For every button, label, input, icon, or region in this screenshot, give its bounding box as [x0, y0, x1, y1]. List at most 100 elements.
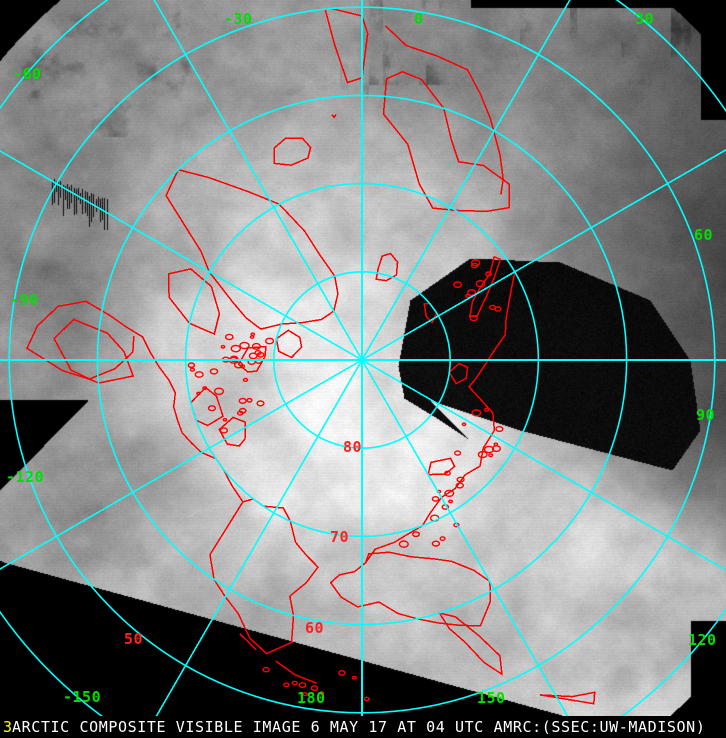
parallel-circle: [8, 6, 716, 714]
island-outline: [202, 386, 208, 391]
island-outline: [461, 422, 467, 427]
island-outline: [238, 407, 247, 414]
coastline-path: [218, 416, 246, 447]
island-outline: [439, 536, 446, 541]
meridian-line: [361, 359, 569, 716]
island-outline: [255, 358, 263, 365]
island-outline: [456, 476, 465, 483]
coastline-path: [167, 268, 221, 336]
coastline-path: [364, 271, 516, 564]
coastline-path: [331, 113, 337, 119]
island-outline: [213, 387, 225, 396]
island-outline: [291, 680, 298, 686]
island-outline: [242, 377, 249, 382]
island-outline: [488, 453, 494, 458]
island-outline: [469, 315, 478, 322]
coastline-path: [275, 329, 303, 359]
coastline-path: [384, 25, 504, 195]
graticule-layer: [0, 0, 726, 716]
island-outline: [454, 450, 462, 456]
caption-index: 3: [3, 718, 13, 736]
island-outline: [262, 666, 270, 673]
island-outline: [495, 425, 504, 433]
island-outline: [471, 259, 481, 267]
island-outline: [398, 540, 409, 548]
parallel-circle: [272, 270, 451, 449]
coastline-path: [427, 457, 456, 476]
island-outline: [453, 281, 463, 288]
island-outline: [239, 341, 250, 350]
island-outline: [412, 531, 421, 538]
coastline-path: [329, 551, 492, 627]
coastline-path: [437, 611, 503, 676]
island-outline: [351, 675, 357, 680]
island-outline: [251, 342, 262, 350]
island-outline: [187, 362, 196, 369]
island-outline: [485, 271, 493, 277]
island-outline: [229, 355, 239, 363]
coastline-path: [165, 168, 339, 330]
parallel-circle: [96, 94, 628, 626]
island-outline: [224, 333, 234, 341]
island-outline: [493, 442, 499, 447]
caption-bar: 3 ARCTIC COMPOSITE VISIBLE IMAGE 6 MAY 1…: [0, 716, 726, 738]
coastline-path: [273, 137, 312, 166]
island-outline: [283, 682, 290, 688]
island-outline: [310, 685, 319, 691]
island-outline: [207, 405, 217, 412]
island-outline: [298, 682, 307, 689]
island-outline: [256, 400, 265, 407]
island-outline: [246, 397, 253, 403]
island-outline: [238, 397, 247, 405]
coastline-path: [26, 300, 244, 503]
parallel-circle: [184, 182, 540, 538]
island-outline: [470, 262, 479, 269]
island-outline: [302, 692, 308, 697]
island-outline: [222, 417, 228, 422]
island-outline: [363, 696, 370, 702]
island-outline: [250, 332, 256, 337]
island-outline: [194, 371, 204, 378]
meridian-line: [361, 0, 571, 361]
island-outline: [475, 280, 486, 288]
coastline-path: [382, 70, 511, 213]
island-outline: [209, 368, 219, 375]
island-outline: [444, 489, 455, 497]
meridian-line: [0, 359, 363, 570]
coastline-path: [239, 633, 257, 651]
meridian-line: [153, 0, 363, 361]
meridian-line: [361, 359, 726, 572]
coastline-layer: [26, 7, 596, 705]
island-outline: [256, 351, 265, 358]
map-overlay: [0, 0, 726, 716]
island-outline: [483, 407, 490, 412]
meridian-line: [361, 148, 726, 361]
island-outline: [471, 409, 482, 417]
island-outline: [431, 495, 440, 502]
coastline-path: [275, 660, 317, 684]
island-outline: [431, 540, 441, 547]
island-outline: [494, 306, 502, 312]
island-outline: [230, 344, 242, 353]
meridian-line: [0, 150, 363, 361]
island-outline: [338, 670, 346, 676]
island-outline: [220, 344, 226, 349]
island-outline: [477, 450, 488, 459]
island-outline: [448, 499, 454, 504]
coastline-path: [53, 318, 135, 384]
island-outline: [455, 482, 464, 489]
island-outline: [467, 289, 477, 296]
island-outline: [219, 427, 229, 434]
island-outline: [319, 691, 325, 695]
coastline-path: [324, 7, 369, 84]
coastline-path: [539, 691, 596, 705]
island-outline: [444, 470, 451, 476]
island-outline: [233, 361, 244, 369]
island-outline: [189, 367, 196, 372]
coastline-path: [375, 252, 399, 282]
coastline-path: [209, 498, 319, 655]
coastline-path: [448, 362, 469, 385]
island-outline: [196, 391, 201, 396]
caption-text: ARCTIC COMPOSITE VISIBLE IMAGE 6 MAY 17 …: [12, 718, 706, 736]
